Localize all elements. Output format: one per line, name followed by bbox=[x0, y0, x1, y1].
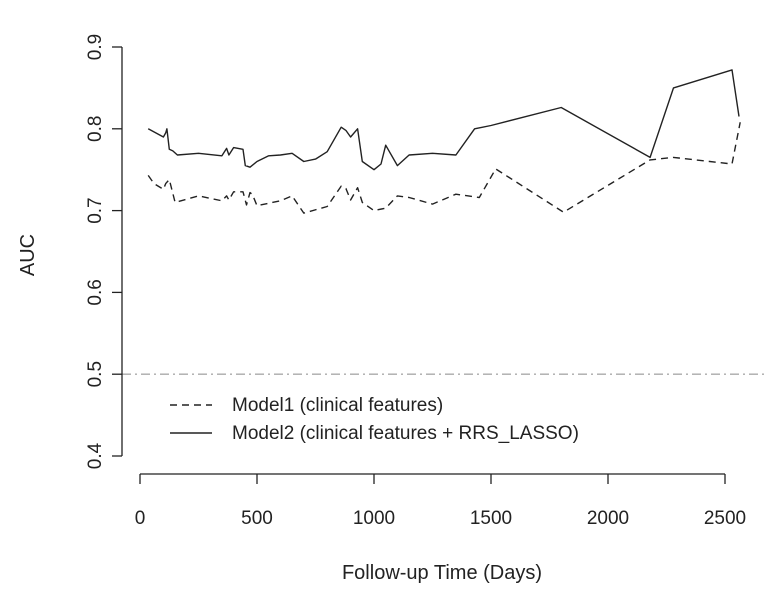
y-ticks: 0.4 0.5 0.6 0.7 0.8 0.9 bbox=[85, 34, 122, 469]
x-ticks: 0 500 1000 1500 2000 2500 bbox=[135, 474, 746, 529]
x-tick-label: 500 bbox=[241, 508, 273, 529]
y-tick-label: 0.9 bbox=[85, 34, 106, 60]
y-tick-label: 0.4 bbox=[85, 442, 106, 469]
x-tick-label: 0 bbox=[135, 508, 146, 529]
y-tick-label: 0.8 bbox=[85, 116, 106, 142]
legend-label-model2: Model2 (clinical features + RRS_LASSO) bbox=[232, 423, 579, 444]
y-tick-label: 0.6 bbox=[85, 279, 106, 305]
y-tick-label: 0.5 bbox=[85, 361, 106, 387]
legend: Model1 (clinical features) Model2 (clini… bbox=[170, 395, 579, 444]
series-line-model1 bbox=[147, 122, 741, 214]
series-lines bbox=[147, 69, 741, 214]
legend-label-model1: Model1 (clinical features) bbox=[232, 395, 443, 416]
series-line-model2 bbox=[147, 69, 740, 171]
x-tick-label: 1500 bbox=[470, 508, 512, 529]
axes bbox=[121, 47, 725, 475]
x-tick-label: 1000 bbox=[353, 508, 395, 529]
x-tick-label: 2500 bbox=[704, 508, 746, 529]
y-tick-label: 0.7 bbox=[85, 197, 106, 223]
x-tick-label: 2000 bbox=[587, 508, 629, 529]
x-axis-title: Follow-up Time (Days) bbox=[342, 562, 542, 584]
y-axis-title: AUC bbox=[17, 234, 39, 276]
